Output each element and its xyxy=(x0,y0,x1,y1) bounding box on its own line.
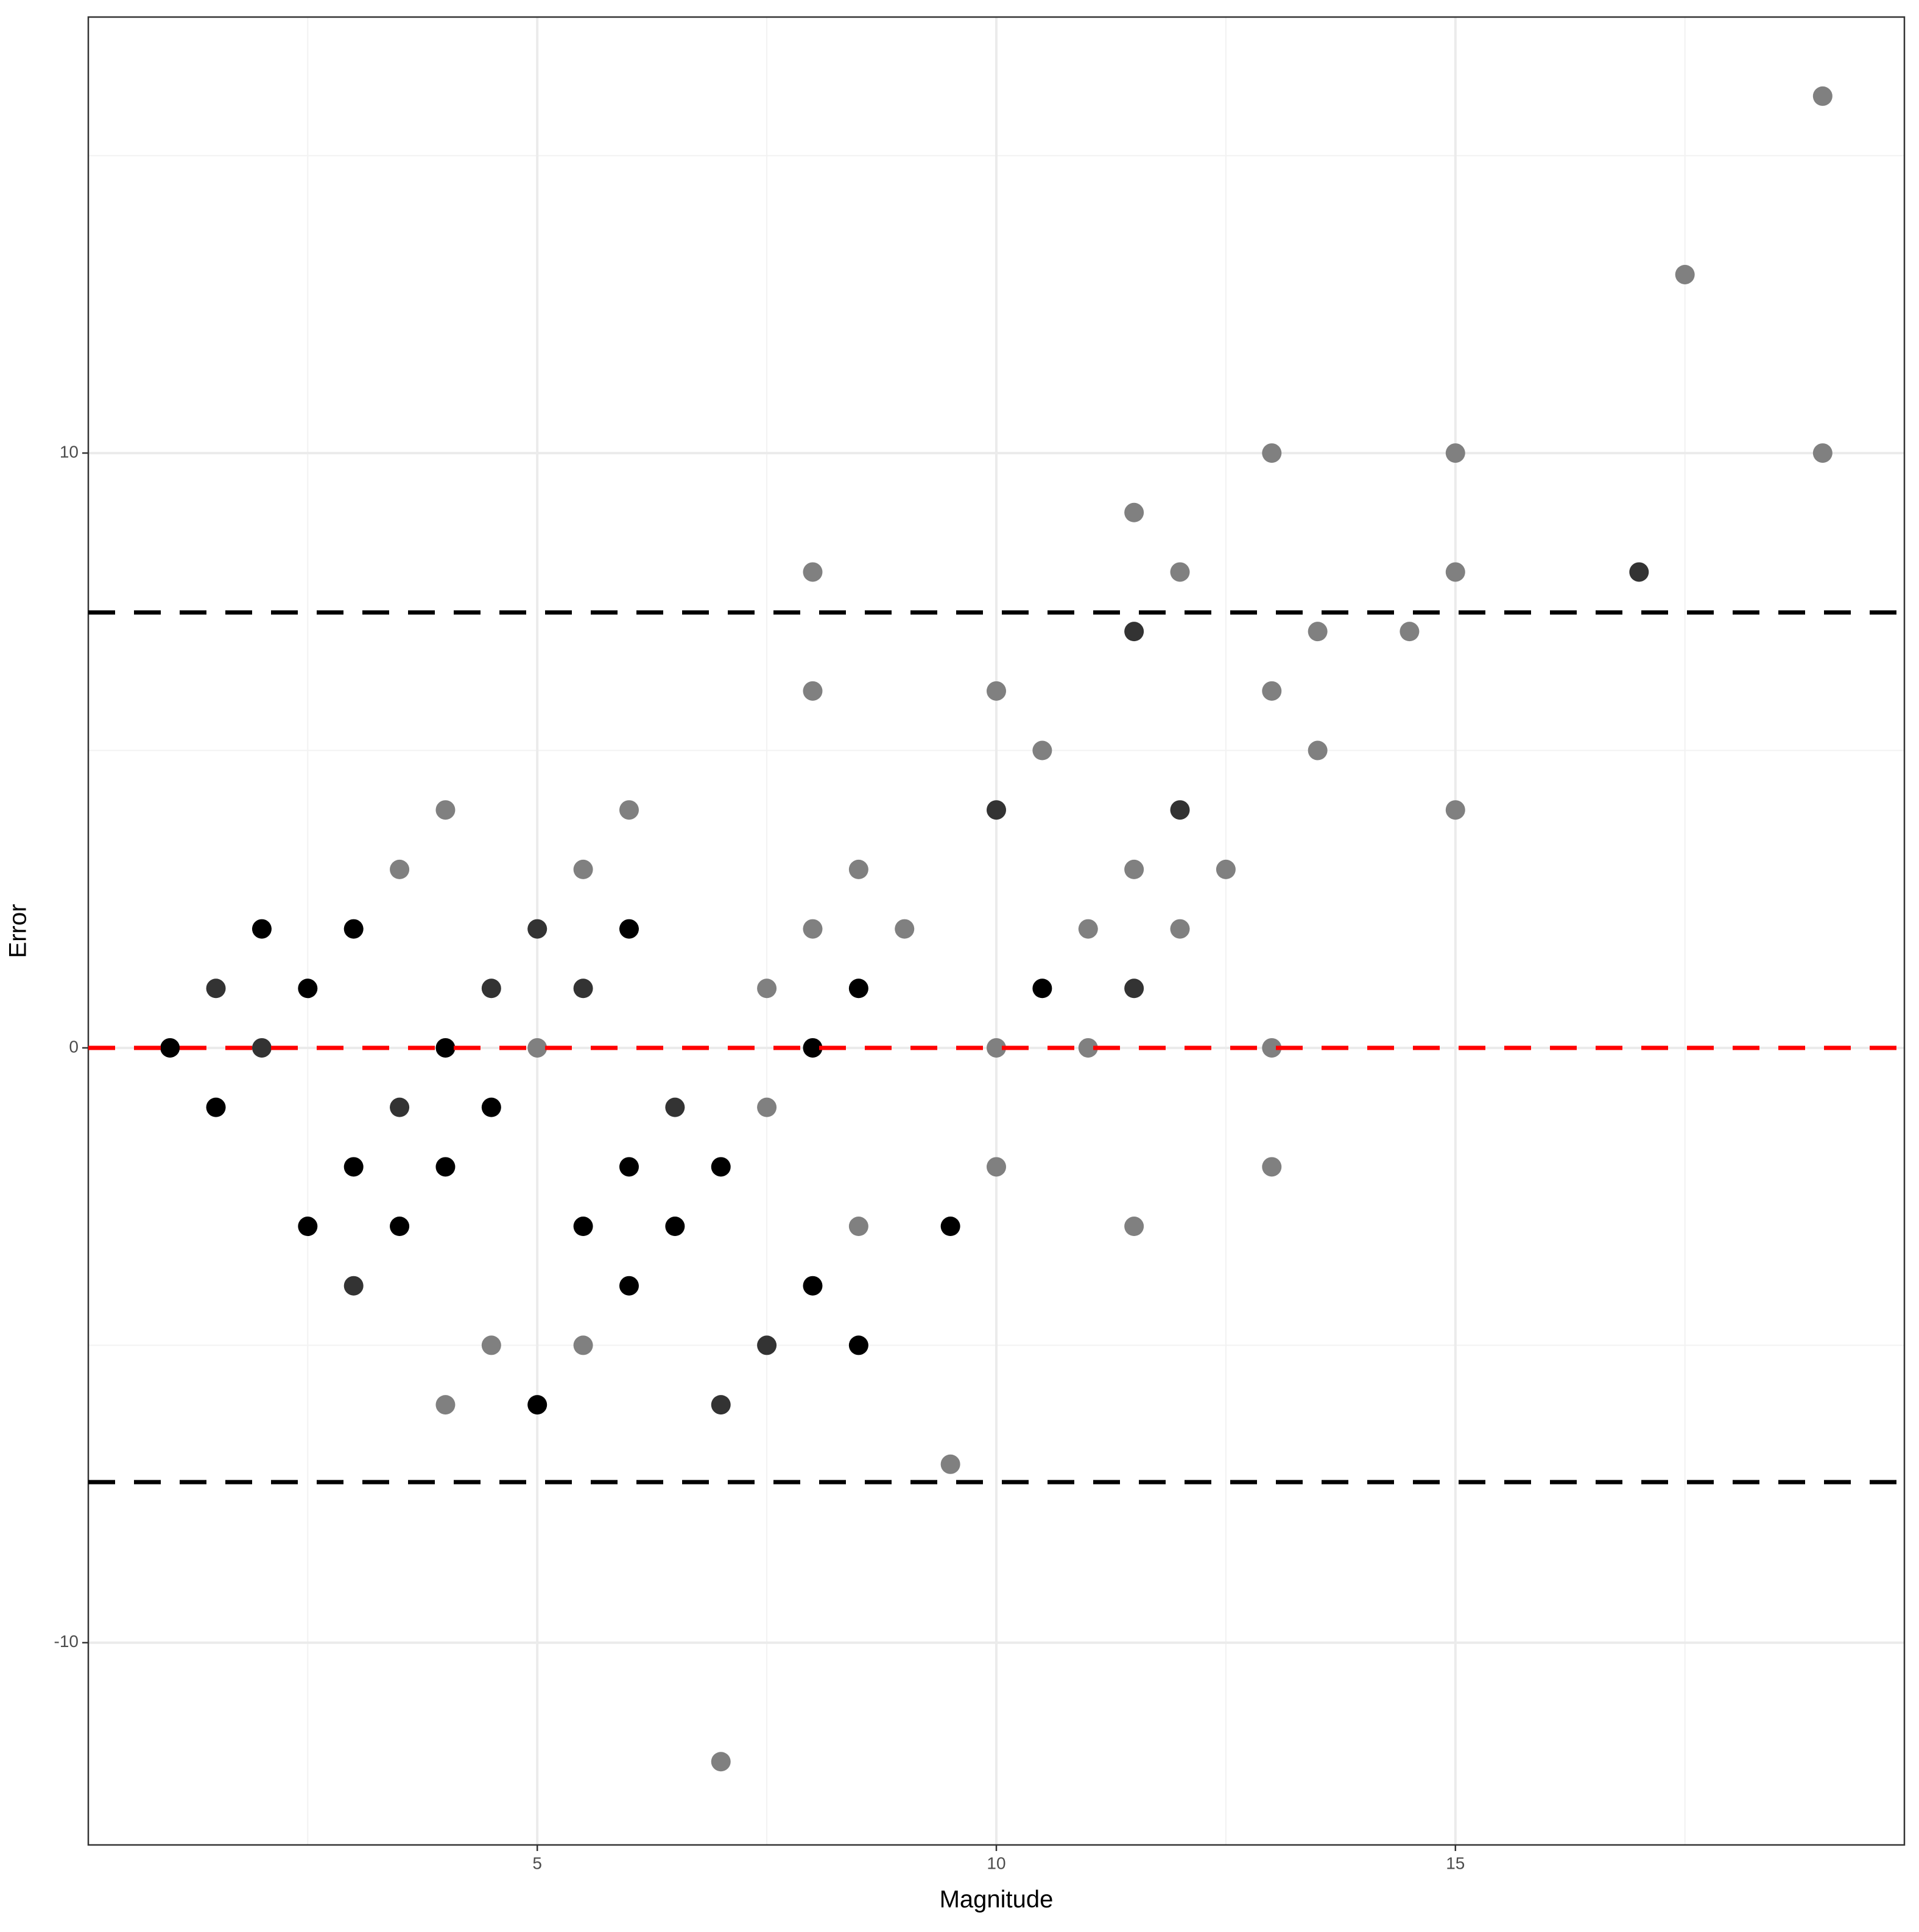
point xyxy=(1032,740,1052,761)
point xyxy=(160,1038,180,1058)
point xyxy=(481,978,501,999)
point xyxy=(1216,859,1236,879)
point xyxy=(527,919,548,939)
point xyxy=(1170,800,1190,820)
point xyxy=(848,1335,868,1355)
point xyxy=(1675,264,1695,284)
point xyxy=(1032,978,1052,999)
x-axis-title: Magnitude xyxy=(940,1886,1054,1913)
x-tick-label: 10 xyxy=(987,1853,1005,1872)
point xyxy=(757,978,777,999)
point xyxy=(1078,919,1098,939)
reference-lines xyxy=(88,610,1904,1484)
y-tick-label: -10 xyxy=(54,1632,79,1651)
point xyxy=(1308,622,1328,642)
point xyxy=(619,800,639,820)
point xyxy=(1124,502,1144,522)
point xyxy=(343,1276,364,1296)
point xyxy=(252,919,272,939)
point xyxy=(803,681,823,701)
points xyxy=(160,86,1833,1772)
point xyxy=(1078,1038,1098,1058)
point xyxy=(481,1335,501,1355)
axes: 5 10 15 -10 0 10 xyxy=(54,442,1465,1872)
point xyxy=(1308,740,1328,761)
point xyxy=(435,1157,456,1177)
point xyxy=(1124,859,1144,879)
y-tick-label: 10 xyxy=(60,442,79,461)
point xyxy=(1445,443,1465,463)
grid xyxy=(88,17,1904,1845)
point xyxy=(803,919,823,939)
point xyxy=(573,859,593,879)
point xyxy=(573,1335,593,1355)
point xyxy=(619,919,639,939)
point xyxy=(435,800,456,820)
point xyxy=(987,681,1006,701)
point xyxy=(343,1157,364,1177)
point xyxy=(665,1097,685,1117)
point xyxy=(298,1217,318,1237)
point xyxy=(711,1157,731,1177)
point xyxy=(1124,978,1144,999)
point xyxy=(1400,622,1420,642)
point xyxy=(390,1217,410,1237)
point xyxy=(987,800,1006,820)
point xyxy=(435,1038,456,1058)
point xyxy=(1262,681,1282,701)
point xyxy=(940,1454,960,1474)
point xyxy=(1262,1038,1282,1058)
point xyxy=(803,562,823,582)
point xyxy=(803,1038,823,1058)
point xyxy=(711,1395,731,1415)
point xyxy=(619,1157,639,1177)
point xyxy=(895,919,915,939)
point xyxy=(940,1217,960,1237)
point xyxy=(803,1276,823,1296)
point xyxy=(665,1217,685,1237)
point xyxy=(1170,562,1190,582)
point xyxy=(1445,800,1465,820)
point xyxy=(619,1276,639,1296)
point xyxy=(757,1097,777,1117)
point xyxy=(987,1157,1006,1177)
point xyxy=(390,1097,410,1117)
point xyxy=(1812,86,1833,106)
point xyxy=(1262,1157,1282,1177)
point xyxy=(711,1752,731,1772)
point xyxy=(527,1038,548,1058)
point xyxy=(1170,919,1190,939)
point xyxy=(573,978,593,999)
point xyxy=(1124,622,1144,642)
point xyxy=(435,1395,456,1415)
point xyxy=(252,1038,272,1058)
point xyxy=(1124,1217,1144,1237)
point xyxy=(481,1097,501,1117)
point xyxy=(390,859,410,879)
point xyxy=(987,1038,1006,1058)
point xyxy=(573,1217,593,1237)
y-tick-label: 0 xyxy=(69,1037,79,1056)
point xyxy=(206,1097,226,1117)
point xyxy=(848,859,868,879)
x-tick-label: 15 xyxy=(1446,1853,1465,1872)
point xyxy=(1812,443,1833,463)
point xyxy=(1262,443,1282,463)
y-axis-title: Error xyxy=(5,904,32,958)
point xyxy=(206,978,226,999)
point xyxy=(343,919,364,939)
point xyxy=(757,1335,777,1355)
x-tick-label: 5 xyxy=(532,1853,542,1872)
point xyxy=(527,1395,548,1415)
point xyxy=(1629,562,1649,582)
point xyxy=(1445,562,1465,582)
point xyxy=(848,1217,868,1237)
point xyxy=(298,978,318,999)
point xyxy=(848,978,868,999)
